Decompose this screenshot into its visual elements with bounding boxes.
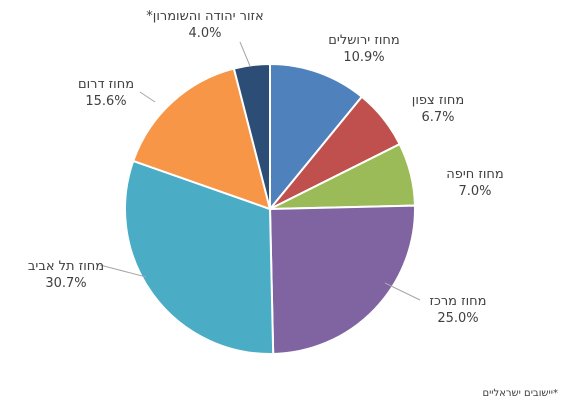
pie-slice bbox=[270, 206, 415, 354]
slice-value-label: 4.0% bbox=[188, 26, 221, 41]
leader-line bbox=[240, 42, 250, 66]
slice-value-label: 15.6% bbox=[85, 94, 126, 109]
chart-footnote: *יישובים ישראליים bbox=[482, 388, 558, 399]
slice-value-label: 7.0% bbox=[458, 184, 491, 199]
slice-name-label: מחוז מרכז bbox=[429, 294, 486, 309]
slice-value-label: 6.7% bbox=[421, 110, 454, 125]
slice-value-label: 30.7% bbox=[45, 276, 86, 291]
slice-name-label: מחוז חיפה bbox=[446, 167, 504, 182]
slice-name-label: מחוז ירושלים bbox=[328, 33, 399, 48]
slice-name-label: מחוז תל אביב bbox=[28, 259, 104, 274]
leader-line bbox=[140, 92, 155, 102]
slice-name-label: מחוז צפון bbox=[412, 93, 464, 108]
slice-name-label: אזור יהודה והשומרון* bbox=[146, 9, 263, 24]
slice-value-label: 10.9% bbox=[343, 50, 384, 65]
slice-value-label: 25.0% bbox=[437, 311, 478, 326]
slice-name-label: מחוז דרום bbox=[78, 77, 134, 92]
